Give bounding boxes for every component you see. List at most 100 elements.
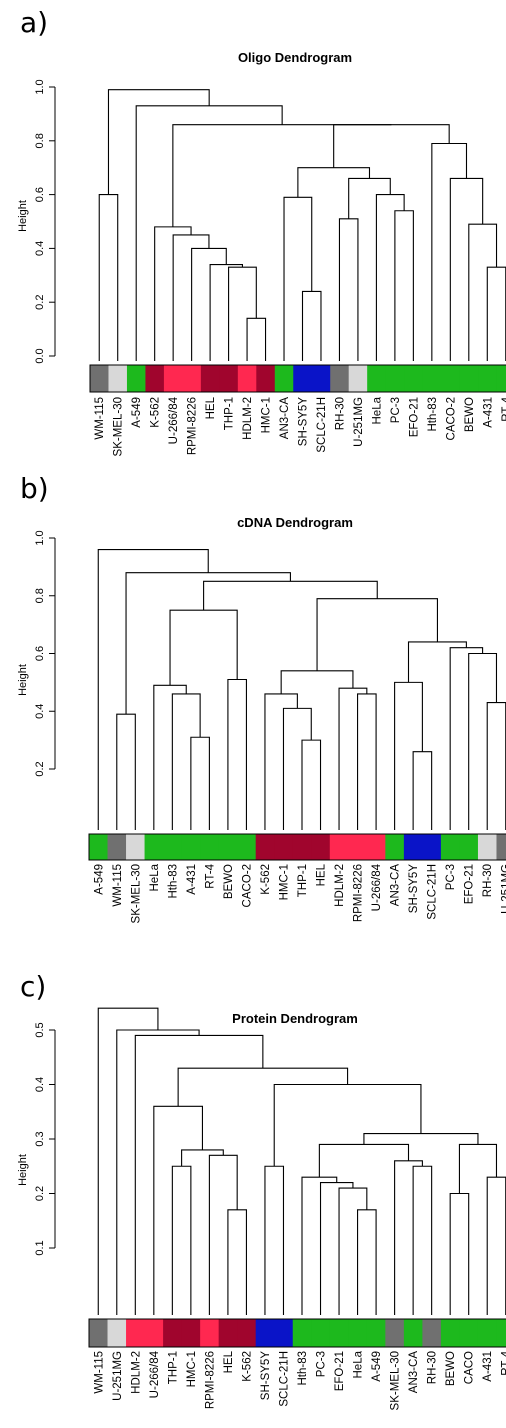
- dendrogram-branch: [190, 736, 210, 830]
- dendrogram-branch: [246, 317, 267, 361]
- leaf-label: BEWO: [223, 864, 235, 899]
- leaf-label: BEWO: [445, 1351, 457, 1386]
- color-bar-cell: [422, 365, 442, 392]
- dendrogram-branch: [468, 223, 498, 361]
- color-bar-cell: [496, 834, 506, 860]
- color-bar-cell: [422, 834, 442, 860]
- dendrogram-branch: [98, 194, 119, 361]
- color-bar-cell: [477, 834, 497, 860]
- dendrogram-branch: [172, 124, 392, 227]
- leaf-label: SCLC-21H: [316, 397, 328, 453]
- panel-letter-c: c): [20, 970, 46, 1003]
- color-bar-cell: [311, 365, 331, 392]
- y-tick-label: 0.8: [34, 133, 46, 148]
- color-bar-cell: [145, 365, 165, 392]
- color-bar-cell: [107, 834, 127, 860]
- oligo-color-bar: [89, 364, 506, 393]
- color-bar-cell: [348, 834, 368, 860]
- leaf-label: HeLa: [353, 1350, 365, 1378]
- leaf-label: SCLC-21H: [278, 1351, 290, 1407]
- leaf-label: CACO-2: [241, 864, 253, 907]
- dendrogram-branch: [449, 647, 484, 830]
- y-tick-label: 0.2: [34, 295, 46, 310]
- leaf-label: WM-115: [94, 397, 106, 440]
- dendrogram-branch: [338, 1187, 368, 1315]
- leaf-label: RT-4: [501, 396, 506, 421]
- oligo-chart-title: Oligo Dendrogram: [238, 50, 352, 65]
- color-bar-cell: [182, 365, 202, 392]
- leaf-label: WM-115: [93, 1351, 105, 1394]
- dendrogram-branch: [297, 167, 371, 198]
- color-bar-cell: [274, 365, 294, 392]
- color-bar-cell: [385, 834, 405, 860]
- leaf-label: K-562: [260, 864, 272, 895]
- leaf-label: U-266/84: [149, 1350, 161, 1398]
- oligo-tree: [98, 89, 506, 361]
- dendrogram-branch: [486, 266, 506, 361]
- leaf-label: HMC-1: [261, 397, 273, 433]
- color-bar-cell: [440, 1319, 460, 1347]
- leaf-label: U-251MG: [353, 397, 365, 447]
- dendrogram-branch: [394, 210, 414, 361]
- leaf-label: SK-MEL-30: [113, 397, 125, 456]
- color-bar-cell: [366, 1319, 386, 1347]
- cdna-y-axis: 0.2 0.4 0.6 0.8 1.0: [34, 530, 56, 777]
- dendrogram-branch: [273, 1083, 422, 1167]
- color-bar-cell: [200, 365, 220, 392]
- leaf-label: U-251MG: [501, 864, 506, 914]
- color-bar-cell: [126, 834, 146, 860]
- dendrogram-branch: [97, 549, 209, 830]
- color-bar-cell: [478, 365, 498, 392]
- leaf-label: Hth-83: [297, 1351, 309, 1386]
- leaf-label: EFO-21: [334, 1351, 346, 1391]
- dendrogram-branch: [431, 142, 468, 361]
- color-bar-cell: [311, 834, 331, 860]
- dendrogram-branch: [338, 218, 359, 361]
- protein-chart-title: Protein Dendrogram: [232, 1011, 358, 1026]
- oligo-dendrogram-panel: a) Oligo Dendrogram Height 0.00.20.40.60…: [17, 6, 506, 456]
- leaf-label: Hth-83: [167, 864, 179, 899]
- dendrogram-branch: [301, 1176, 338, 1315]
- protein-color-bar: [88, 1318, 506, 1348]
- color-bar-cell: [218, 1319, 238, 1347]
- leaf-label: HMC-1: [186, 1351, 198, 1387]
- oligo-leaf-labels: WM-115 SK-MEL-30 A-549 K-562 U-266/84 RPMI-82…: [94, 396, 506, 456]
- cdna-tree: [97, 549, 506, 830]
- dendrogram-branch: [357, 693, 377, 830]
- dendrogram-branch: [283, 196, 313, 361]
- color-bar-cell: [404, 365, 424, 392]
- leaf-label: PC-3: [316, 1351, 328, 1377]
- y-tick-label: 0.4: [34, 241, 46, 256]
- leaf-label: SH-SY5Y: [408, 864, 420, 914]
- color-bar-border: [88, 833, 506, 861]
- leaf-label: HDLM-2: [334, 864, 346, 907]
- dendrogram-branch: [153, 684, 187, 830]
- dendrogram-branch: [301, 739, 322, 830]
- dendrogram-branch: [171, 693, 201, 830]
- dendrogram-branch: [228, 266, 257, 361]
- y-tick-label: 0.8: [34, 588, 46, 603]
- leaf-label: RPMI-8226: [353, 864, 365, 922]
- dendrogram-branch: [264, 1165, 285, 1315]
- dendrogram-branch: [116, 713, 136, 830]
- leaf-label: PC-3: [445, 864, 457, 890]
- color-bar-cell: [89, 1319, 109, 1347]
- leaf-label: THP-1: [224, 397, 236, 430]
- leaf-label: A-431: [482, 1351, 494, 1382]
- leaf-label: HDLM-2: [242, 397, 254, 440]
- leaf-label: SCLC-21H: [427, 864, 439, 920]
- color-bar-cell: [89, 834, 109, 860]
- color-bar-cell: [311, 1319, 331, 1347]
- leaf-label: SH-SY5Y: [298, 397, 310, 447]
- color-bar-cell: [329, 834, 349, 860]
- leaf-label: SK-MEL-30: [130, 864, 142, 923]
- color-bar-cell: [200, 1319, 220, 1347]
- y-tick-label: 0.4: [34, 1077, 46, 1092]
- dendrogram-branch: [486, 1176, 506, 1315]
- dendrogram-branch: [468, 652, 498, 830]
- color-bar-cell: [163, 365, 183, 392]
- dendrogram-branch: [97, 1007, 159, 1315]
- color-bar-cell: [496, 365, 506, 392]
- leaf-label: RT-4: [501, 1350, 506, 1375]
- protein-y-axis-label: Height: [17, 1154, 29, 1186]
